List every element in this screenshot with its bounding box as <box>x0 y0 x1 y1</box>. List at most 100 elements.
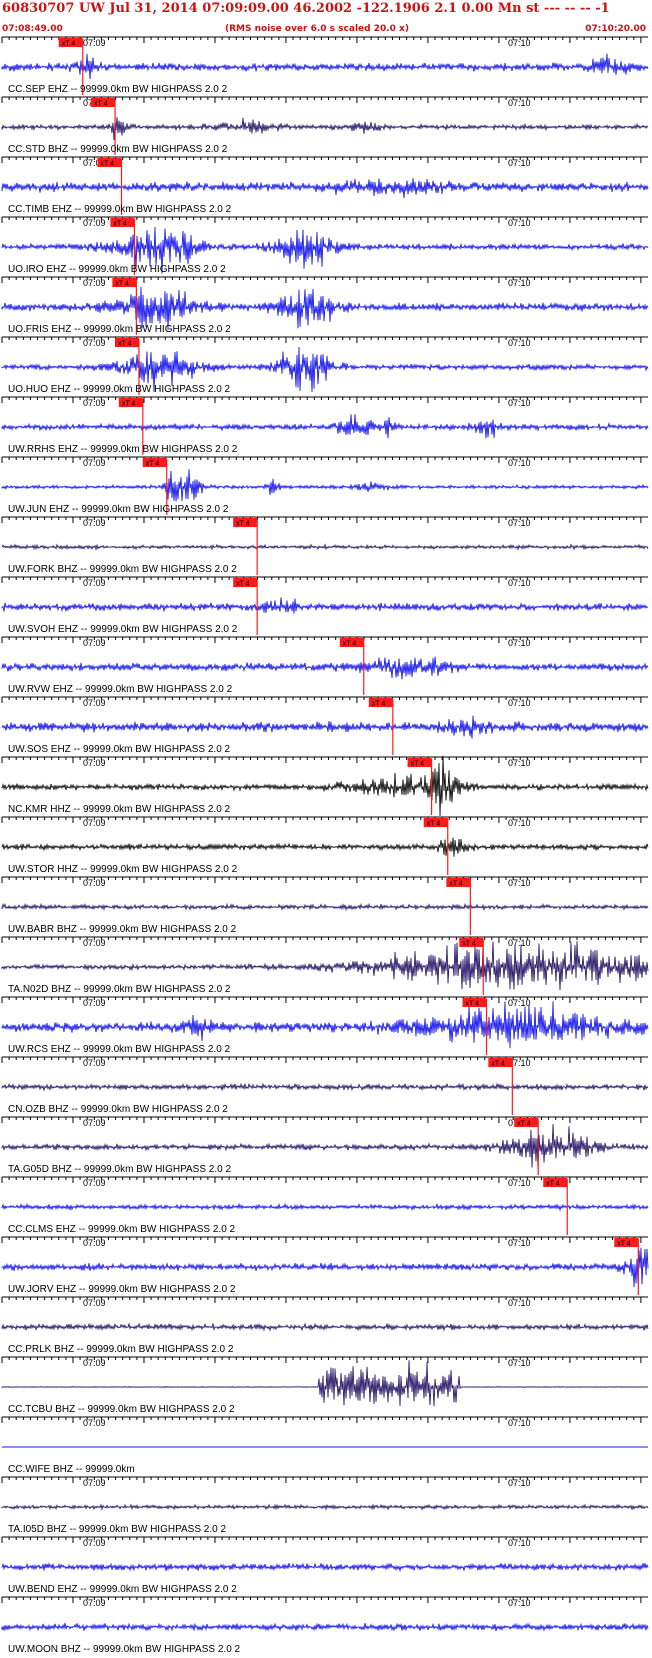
channel-label: CN.OZB BHZ -- 99999.0km BW HIGHPASS 2.0 … <box>8 1104 228 1115</box>
tick-label: 07:09 <box>83 878 106 888</box>
tick-label: 07:09 <box>83 1478 106 1488</box>
waveform <box>1 1124 649 1170</box>
pick-flag <box>446 878 471 887</box>
waveform <box>1 346 649 393</box>
tick-label: 07:10 <box>508 698 531 708</box>
channel-label: TA.G05D BHZ -- 99999.0km BW HIGHPASS 2.0… <box>8 1164 231 1175</box>
tick-label: 07:10 <box>508 878 531 888</box>
pick-label: xT 4 <box>94 101 108 108</box>
trace-row: 07:09 07:10 xT 4 UW.RCS EHZ -- 99999.0km BW… <box>1 996 649 1055</box>
tick-label: 07:10 <box>508 938 531 948</box>
waveform <box>1 1322 649 1332</box>
tick-label: 07:10 <box>508 638 531 648</box>
waveform <box>1 1503 649 1511</box>
pick-label: xT 4 <box>146 461 160 468</box>
waveform <box>1 226 649 274</box>
pick-flag <box>118 398 143 407</box>
pick-flag <box>423 818 448 827</box>
tick-label: 07:10 <box>508 158 531 168</box>
pick-label: xT 4 <box>62 41 76 48</box>
pick-label: xT 4 <box>462 941 476 948</box>
pick-label: xT 4 <box>466 1001 480 1008</box>
tick-label: 07:09 <box>83 38 106 48</box>
pick-flag <box>112 278 137 287</box>
waveform <box>1 902 649 912</box>
channel-label: UW.FORK BHZ -- 99999.0km BW HIGHPASS 2.0… <box>8 564 237 575</box>
tick-label: 07:09 <box>83 698 106 708</box>
pick-label: xT 4 <box>122 401 136 408</box>
trace-row: 07:09 07:10 xT 4 CC.SEP EHZ -- 99999.0km BW… <box>1 36 649 95</box>
pick-label: xT 4 <box>101 161 115 168</box>
tick-label: 07:10 <box>508 38 531 48</box>
tick-label: 07:10 <box>508 818 531 828</box>
tick-label: 07:10 <box>508 578 531 588</box>
trace-row: 07:09 07:10 xT 4 UW.JORV EHZ -- 99999.0km B… <box>1 1236 649 1295</box>
waveform <box>1 1622 649 1632</box>
trace-row: 07:09 07:10 xT 4 UO.HUO EHZ -- 99999.0km BW… <box>1 336 649 395</box>
tick-label: 07:10 <box>508 1598 531 1608</box>
trace-row: 07:09 07:10 xT 4 UW.SVOH EHZ -- 99999.0km B… <box>1 576 649 635</box>
start-time: 07:08:49.00 <box>2 24 63 34</box>
waveform <box>1 53 649 80</box>
pick-label: xT 4 <box>449 881 463 888</box>
tick-label: 07:09 <box>83 158 106 168</box>
pick-flag <box>514 1118 539 1127</box>
tick-label: 07:10 <box>508 398 531 408</box>
pick-flag <box>462 998 487 1007</box>
pick-flag <box>488 1058 513 1067</box>
pick-label: xT 4 <box>115 281 129 288</box>
tick-label: 07:09 <box>83 818 106 828</box>
channel-label: NC.KMR HHZ -- 99999.0km BW HIGHPASS 2.0 … <box>8 804 231 815</box>
waveform <box>1 1360 649 1407</box>
tick-label: 07:10 <box>508 1178 531 1188</box>
tick-label: 07:09 <box>83 1418 106 1428</box>
waveform <box>1 656 649 680</box>
trace-row: 07:09 07:10 xT 4 TA.N02D BHZ -- 99999.0km B… <box>1 936 649 995</box>
end-time: 07:10:20.00 <box>585 24 646 34</box>
channel-label: CC.WIFE BHZ -- 99999.0km <box>8 1464 135 1475</box>
tick-label: 07:09 <box>83 458 106 468</box>
waveform <box>1 414 649 439</box>
pick-label: xT 4 <box>343 641 357 648</box>
pick-label: xT 4 <box>118 341 132 348</box>
tick-label: 07:09 <box>83 1538 106 1548</box>
trace-row: 07:09 07:10 xT 4 CC.TIMB EHZ -- 99999.0km B… <box>1 156 649 215</box>
waveform <box>1 715 649 739</box>
tick-label: 07:09 <box>83 278 106 288</box>
trace-row: 07:09 07:10 CC.TCBU BHZ -- 99999.0km BW HI… <box>1 1356 649 1415</box>
channel-label: CC.STD BHZ -- 99999.0km BW HIGHPASS 2.0 … <box>8 144 228 155</box>
tick-label: 07:10 <box>508 218 531 228</box>
channel-label: CC.PRLK BHZ -- 99999.0km BW HIGHPASS 2.0… <box>8 1344 234 1355</box>
channel-label: UW.SOS EHZ -- 99999.0km BW HIGHPASS 2.0 … <box>8 744 231 755</box>
channel-label: UO.FRIS EHZ -- 99999.0km BW HIGHPASS 2.0… <box>8 324 231 335</box>
waveform <box>1 1562 649 1573</box>
channel-label: TA.I05D BHZ -- 99999.0km BW HIGHPASS 2.0… <box>8 1524 226 1535</box>
tick-label: 07:10 <box>508 758 531 768</box>
waveform <box>1 1202 649 1212</box>
pick-flag <box>339 638 364 647</box>
trace-row: 07:09 07:10 xT 4 UW.SOS EHZ -- 99999.0km BW… <box>1 696 649 755</box>
tick-label: 07:10 <box>508 1298 531 1308</box>
tick-label: 07:10 <box>508 278 531 288</box>
channel-label: UO.HUO EHZ -- 99999.0km BW HIGHPASS 2.0 … <box>8 384 231 395</box>
pick-flag <box>614 1238 639 1247</box>
tick-label: 07:10 <box>508 338 531 348</box>
pick-label: xT 4 <box>427 821 441 828</box>
channel-label: UW.BABR BHZ -- 99999.0km BW HIGHPASS 2.0… <box>8 924 237 935</box>
waveform <box>1 117 649 140</box>
tick-label: 07:09 <box>83 1178 106 1188</box>
channel-label: UW.MOON BHZ -- 99999.0km BW HIGHPASS 2.0… <box>8 1644 241 1655</box>
pick-label: xT 4 <box>546 1181 560 1188</box>
trace-row: 07:09 07:10 xT 4 UW.FORK BHZ -- 99999.0km B… <box>1 516 649 575</box>
trace-row: 07:09 07:10 xT 4 UO.FRIS EHZ -- 99999.0km B… <box>1 276 649 335</box>
trace-row: 07:09 07:10 UW.MOON BHZ -- 99999.0km BW HI… <box>1 1596 649 1655</box>
channel-label: UO.IRO EHZ -- 99999.0km BW HIGHPASS 2.0 … <box>8 264 226 275</box>
waveform <box>1 178 649 199</box>
tick-label: 07:09 <box>83 938 106 948</box>
trace-row: 07:09 07:10 CC.WIFE BHZ -- 99999.0km <box>1 1416 648 1475</box>
waveform <box>1 941 649 991</box>
trace-row: 07:09 07:10 xT 4 UW.RVW EHZ -- 99999.0km BW… <box>1 636 649 695</box>
trace-row: 07:09 07:10 xT 4 UO.IRO EHZ -- 99999.0km BW… <box>1 216 649 275</box>
